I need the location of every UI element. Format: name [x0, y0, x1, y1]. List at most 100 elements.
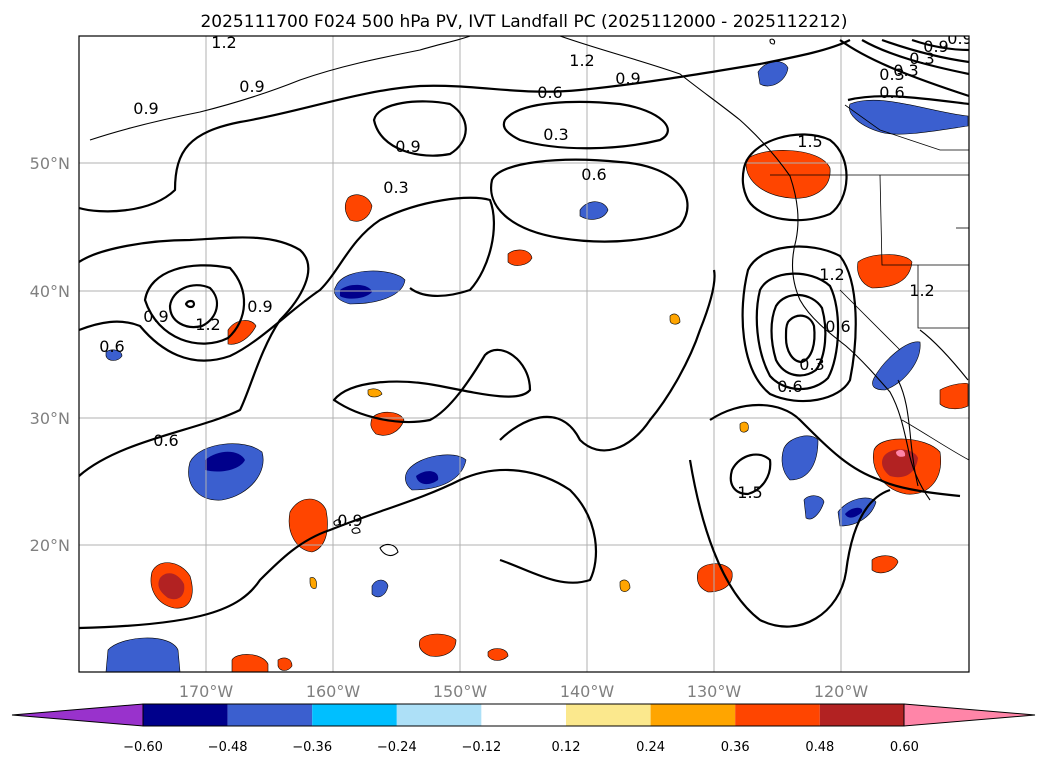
pos-blob — [231, 654, 269, 672]
colorbar-tick: −0.12 — [461, 740, 501, 755]
neg-blob — [872, 341, 921, 391]
contour-label: 0.9 — [247, 297, 272, 316]
pos-blob — [277, 657, 293, 671]
pos-blob — [309, 577, 317, 589]
lat-tick: 20°N — [30, 536, 70, 555]
contour-label: 0.9 — [143, 307, 168, 326]
colorbar-bin — [227, 704, 313, 726]
contour-label: 1.2 — [211, 33, 236, 52]
colorbar-tick: 0.48 — [805, 740, 834, 755]
colorbar-tick: −0.48 — [208, 740, 248, 755]
lon-tick: 150°W — [433, 682, 488, 701]
contour-label: 0.6 — [537, 83, 562, 102]
colorbar-bin — [566, 704, 651, 726]
colorbar-over-triangle — [903, 703, 1036, 727]
contour-label: 0.6 — [879, 83, 904, 102]
pos-blob — [344, 194, 373, 222]
lat-tick: 40°N — [30, 282, 70, 301]
contour-label: 0.9 — [947, 29, 972, 48]
colorbar-ticks: −0.60 −0.48 −0.36 −0.24 −0.12 0.12 0.24 … — [123, 740, 919, 755]
pos-blob — [939, 382, 969, 410]
contour-label: 0.3 — [893, 61, 918, 80]
colorbar-tick: −0.60 — [123, 740, 163, 755]
colorbar-bin — [481, 704, 566, 726]
contour-label: 0.3 — [543, 125, 568, 144]
colorbar-bin — [143, 704, 228, 726]
contour-label: 0.6 — [777, 377, 802, 396]
pos-blob — [871, 555, 899, 574]
pos-blob — [507, 249, 533, 266]
colorbar-tick: 0.24 — [636, 740, 665, 755]
pos-blob — [669, 313, 681, 325]
political-borders — [770, 104, 969, 461]
colorbar-bin — [312, 704, 397, 726]
pv-contours — [79, 38, 969, 630]
contour-label: 0.3 — [879, 65, 904, 84]
contour-label: 1.2 — [909, 281, 934, 300]
lon-tick-labels: 170°W 160°W 150°W 140°W 130°W 120°W — [179, 682, 869, 701]
contour-label: 1.2 — [819, 265, 844, 284]
contour-label: 0.9 — [239, 77, 264, 96]
colorbar-bin — [650, 704, 736, 726]
pos-blob — [367, 388, 383, 398]
pos-blob — [288, 498, 328, 553]
ivt-filled-contours — [105, 61, 969, 672]
contour-label: 0.3 — [799, 355, 824, 374]
neg-blob — [781, 435, 819, 481]
neg-blob — [188, 443, 264, 501]
lon-tick: 140°W — [560, 682, 615, 701]
contour-label: 0.9 — [337, 511, 362, 530]
lat-tick: 50°N — [30, 154, 70, 173]
lon-tick: 120°W — [814, 682, 869, 701]
lat-tick-labels: 50°N 40°N 30°N 20°N — [30, 154, 70, 555]
contour-label: 0.6 — [825, 317, 850, 336]
neg-blob — [105, 349, 123, 361]
contour-label: 1.2 — [569, 51, 594, 70]
pos-blob — [487, 648, 509, 661]
colorbar-tick: −0.36 — [292, 740, 332, 755]
pos-blob — [619, 579, 631, 592]
colorbar-bin — [819, 704, 905, 726]
coastlines — [89, 36, 969, 557]
pos-blob — [739, 421, 749, 433]
lon-tick: 160°W — [306, 682, 361, 701]
contour-label: 0.6 — [581, 165, 606, 184]
neg-blob — [757, 61, 789, 87]
contour-label: 0.6 — [99, 337, 124, 356]
contour-label: 0.9 — [395, 137, 420, 156]
neg-blob — [371, 579, 389, 598]
map-panel: 1.2 0.9 1.2 0.6 0.9 0.9 0.3 0.9 0.3 0.6 … — [79, 29, 972, 672]
pos-blob — [419, 633, 457, 657]
neg-blob — [105, 637, 181, 672]
contour-label: 0.9 — [923, 37, 948, 56]
lat-tick: 30°N — [30, 409, 70, 428]
gridlines — [79, 36, 969, 672]
contour-label: 0.9 — [133, 99, 158, 118]
colorbar-under-triangle — [11, 703, 144, 727]
colorbar-tick: 0.36 — [721, 740, 750, 755]
contour-label: 0.6 — [153, 431, 178, 450]
contour-label: 0.3 — [383, 178, 408, 197]
figure-title: 2025111700 F024 500 hPa PV, IVT Landfall… — [200, 12, 847, 32]
pos-blob — [745, 150, 831, 199]
contour-label: 0.9 — [615, 69, 640, 88]
colorbar-bin — [735, 704, 820, 726]
pos-blob — [227, 320, 257, 345]
lon-tick: 170°W — [179, 682, 234, 701]
colorbar-tick: −0.24 — [377, 740, 417, 755]
colorbar-tick: 0.12 — [552, 740, 581, 755]
pos-blob — [857, 254, 913, 289]
neg-blob — [849, 99, 969, 135]
contour-label: 1.5 — [737, 483, 762, 502]
colorbar: −0.60 −0.48 −0.36 −0.24 −0.12 0.12 0.24 … — [11, 703, 1036, 755]
contour-label: 1.2 — [195, 315, 220, 334]
colorbar-bin — [396, 704, 482, 726]
contour-label: 1.5 — [797, 132, 822, 151]
neg-blob — [803, 495, 825, 520]
contour-label: 0.3 — [909, 49, 934, 68]
colorbar-tick: 0.60 — [890, 740, 919, 755]
lon-tick: 130°W — [687, 682, 742, 701]
map-frame — [78, 35, 970, 673]
contour-labels: 1.2 0.9 1.2 0.6 0.9 0.9 0.3 0.9 0.3 0.6 … — [99, 29, 972, 530]
